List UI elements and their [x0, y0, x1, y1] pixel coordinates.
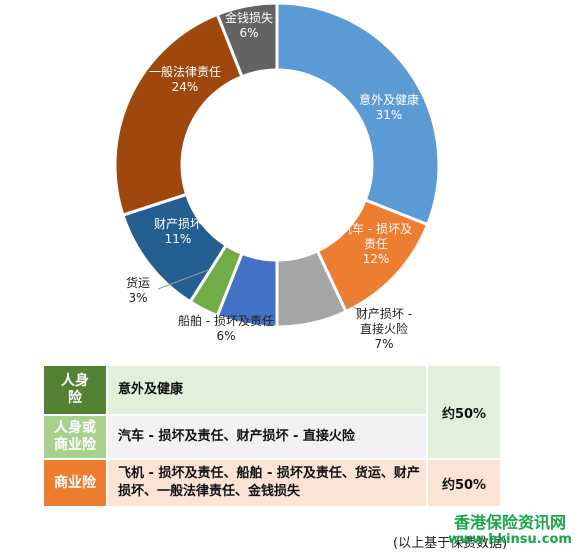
slice-7 [113, 12, 244, 217]
category-commercial: 商业险 [42, 458, 108, 508]
watermark-title: 香港保险资讯网 [453, 513, 566, 532]
slice-1 [275, 1, 441, 227]
leader-line [157, 269, 209, 290]
category-label: 人身险 [61, 373, 89, 406]
table-row: 人身或商业险 汽车 - 损坏及责任、财产损坏 - 直接火险 [42, 414, 501, 460]
slice-label: 船舶 - 损坏及责任 6% [178, 313, 274, 343]
slice-label: 汽车 - 损坏及责任 12% [340, 221, 412, 266]
category-desc: 意外及健康 [106, 364, 428, 416]
category-desc: 汽车 - 损坏及责任、财产损坏 - 直接火险 [106, 414, 428, 460]
category-life-or-commercial: 人身或商业险 [42, 414, 108, 460]
category-label: 商业险 [54, 474, 96, 491]
slice-8 [215, 1, 279, 79]
slice-value-label: 3% [128, 291, 147, 305]
insurance-category-table: 人身险 意外及健康 约50% 人身或商业险 汽车 - 损坏及责任、财产损坏 - … [42, 364, 502, 508]
percent-life: 约50% [426, 364, 502, 460]
slice-label: 一般法律责任 24% [149, 64, 221, 94]
slice-value-label: 31% [376, 108, 403, 122]
slice-value-label: 7% [374, 337, 393, 351]
table-row: 人身险 意外及健康 约50% [42, 364, 502, 460]
slice-value-label: 11% [165, 232, 192, 246]
watermark: 香港保险资讯网 www.hkinsu.com [440, 514, 580, 548]
table-row: 商业险 飞机 - 损坏及责任、船舶 - 损坏及责任、货运、财产损坏、一般法律责任… [42, 458, 502, 508]
slice-label: 货运 3% [126, 275, 150, 305]
watermark-url: www.hkinsu.com [448, 532, 572, 547]
slice-value-label: 6% [216, 329, 235, 343]
leader-line [341, 299, 363, 313]
donut-chart: 意外及健康 31% 汽车 - 损坏及责任 12% 财产损坏 -直接火险 7% 船舶 - 损坏… [113, 1, 441, 351]
slice-value-label: 6% [239, 26, 258, 40]
category-label: 人身或商业险 [54, 420, 96, 453]
category-life: 人身险 [42, 364, 108, 416]
slice-label: 金钱损失 6% [225, 10, 273, 40]
data-source-note: (以上基于保费数据) [393, 536, 508, 551]
slice-label: 财产损坏 -直接火险 7% [356, 307, 412, 351]
slice-label: 财产损坏 11% [154, 217, 202, 246]
slice-label: 意外及健康 31% [359, 92, 419, 122]
category-desc: 飞机 - 损坏及责任、船舶 - 损坏及责任、货运、财产损坏、一般法律责任、金钱损… [106, 458, 428, 508]
slice-value-label: 24% [172, 80, 199, 94]
slice-value-label: 12% [363, 252, 390, 266]
percent-commercial: 约50% [426, 458, 502, 508]
